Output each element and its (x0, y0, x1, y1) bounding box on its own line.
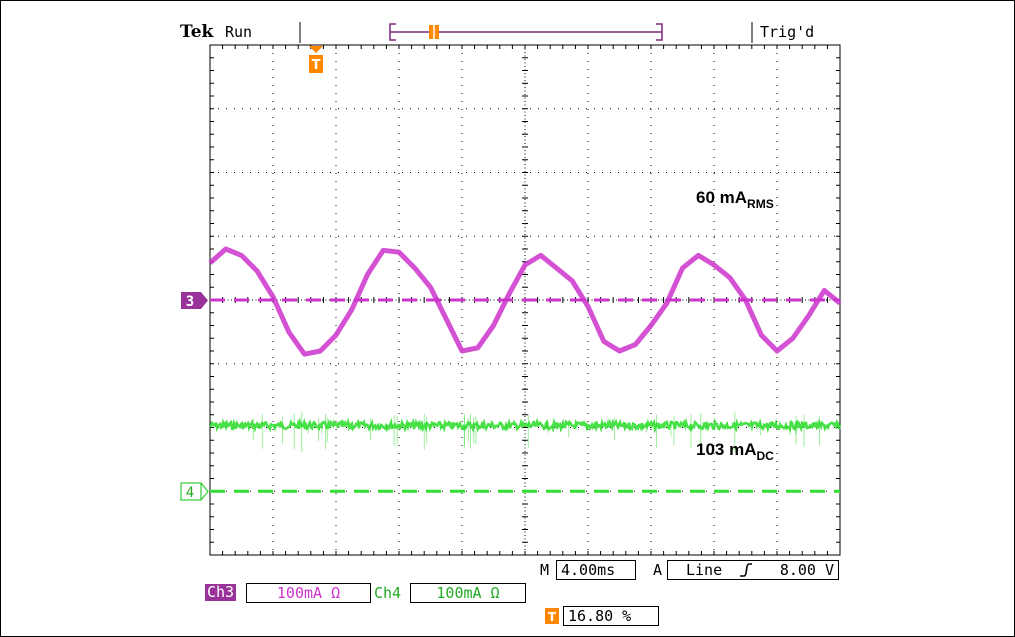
graticule (209, 44, 841, 556)
ch3-scale-readout: 100mA Ω (246, 583, 371, 603)
timebase-readout: 4.00ms (556, 560, 636, 580)
ch4-tag: Ch4 (374, 584, 402, 602)
svg-text:T: T (548, 610, 557, 624)
reference-markers: 3 4 (180, 292, 209, 501)
run-state: Run (225, 23, 253, 41)
trigger-time-marker: T (309, 46, 323, 73)
timebase-prefix: M (540, 561, 550, 579)
ch3-rms-value: 60 mA (696, 188, 748, 207)
trigger-mode: A (653, 561, 663, 579)
ch3-rms-annotation: 60 mARMS (696, 188, 774, 211)
trigger-position-icon: T (545, 608, 559, 624)
ch4-dc-sub: DC (756, 449, 774, 463)
trigger-source: Line (686, 561, 723, 579)
ch3-trace (208, 246, 842, 357)
trigger-state: Trig'd (760, 23, 815, 41)
ch3-ground-marker: 3 (181, 292, 208, 310)
ch3-ground-label: 3 (186, 294, 194, 310)
ch3-rms-sub: RMS (747, 197, 774, 211)
trigger-level: 8.00 V (779, 561, 834, 579)
trigger-readout: Line 8.00 V (667, 560, 839, 580)
ch4-dc-annotation: 103 mADC (696, 440, 774, 463)
ch4-ground-marker: 4 (180, 482, 209, 501)
traces (208, 246, 842, 493)
ch4-scale-readout: 100mA Ω (410, 583, 526, 603)
ch4-trace (209, 417, 842, 434)
ch4-ground-label: 4 (186, 485, 194, 501)
brand-label: Tek (180, 22, 214, 42)
ch3-tag: Ch3 (205, 583, 237, 601)
trigger-position-readout: 16.80 % (563, 606, 659, 626)
rising-edge-icon (740, 563, 752, 577)
trigger-glyph: T (312, 58, 321, 73)
trigger-position-marker (429, 25, 439, 39)
header-graphics: T (299, 22, 753, 73)
ch4-dc-value: 103 mA (696, 440, 757, 459)
